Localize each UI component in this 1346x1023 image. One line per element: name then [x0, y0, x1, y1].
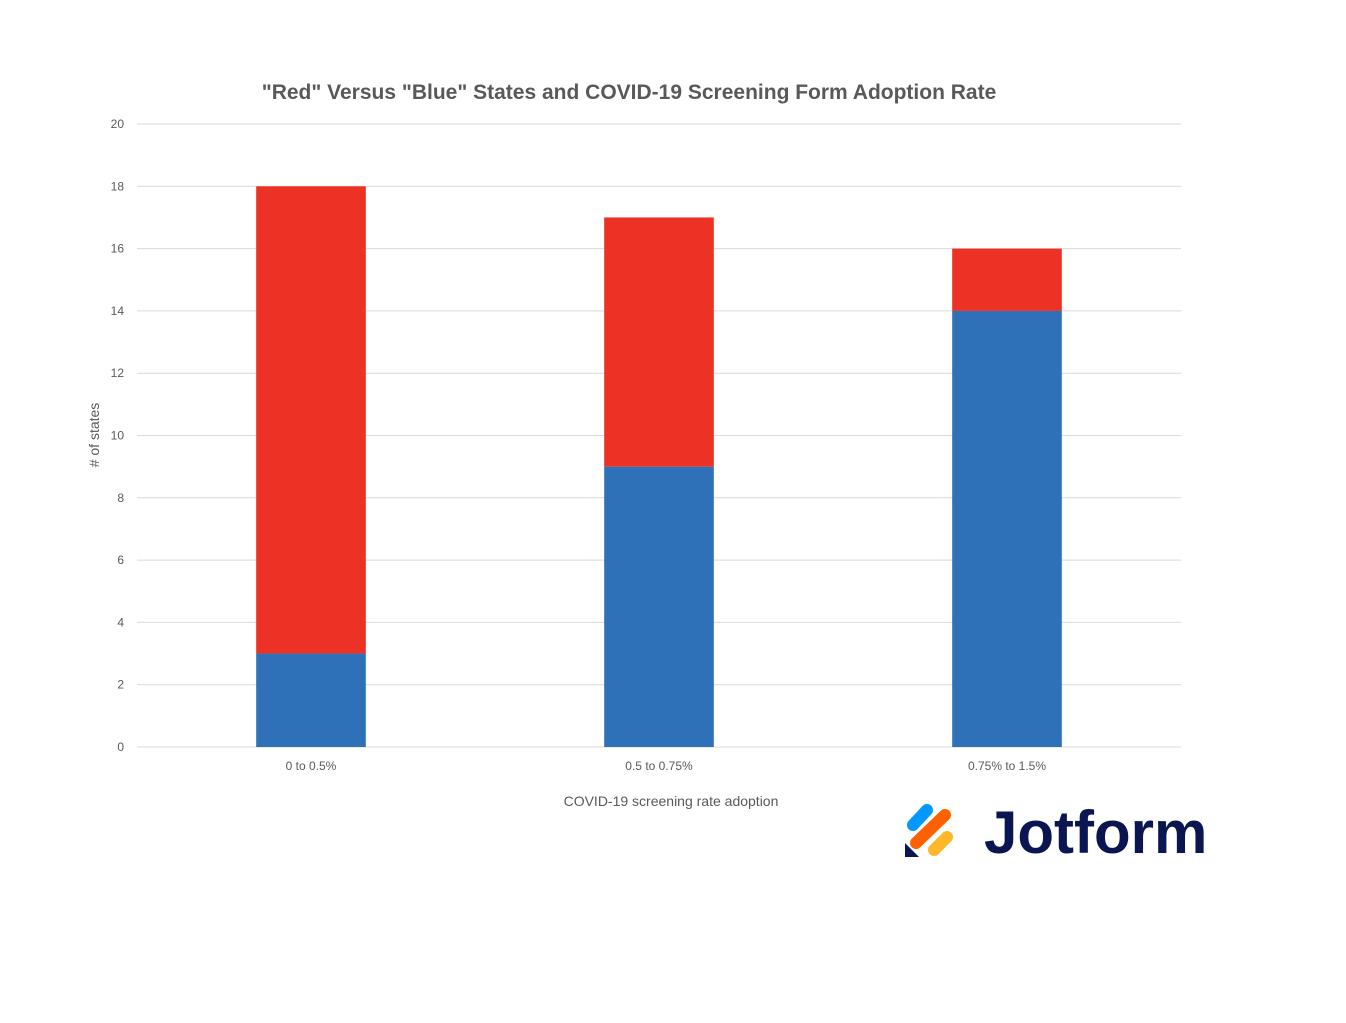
bar-segment-blue	[604, 466, 714, 747]
y-tick-label: 0	[117, 740, 124, 754]
y-tick-label: 6	[117, 553, 124, 567]
y-tick-label: 4	[117, 615, 124, 629]
bar-segment-red	[604, 217, 714, 467]
jotform-wordmark: Jotform	[984, 799, 1207, 866]
y-tick-label: 10	[111, 429, 125, 443]
x-tick-label: 0.75% to 1.5%	[968, 759, 1046, 773]
y-tick-label: 14	[111, 304, 125, 318]
y-tick-label: 16	[111, 242, 125, 256]
bar-segment-red	[256, 186, 366, 654]
y-tick-label: 8	[117, 491, 124, 505]
jotform-logo: Jotform	[905, 799, 1207, 866]
y-axis-ticks: 0 2 4 6 8 10 12 14 16 18 20	[111, 117, 125, 754]
y-tick-label: 12	[111, 366, 125, 380]
y-tick-label: 2	[117, 678, 124, 692]
x-tick-label: 0.5 to 0.75%	[625, 759, 693, 773]
jotform-logo-icon	[905, 804, 953, 857]
bars	[256, 186, 1062, 747]
y-axis-title: # of states	[86, 403, 102, 468]
x-axis-title: COVID-19 screening rate adoption	[564, 793, 779, 809]
bar-segment-blue	[952, 310, 1062, 747]
x-tick-label: 0 to 0.5%	[286, 759, 337, 773]
y-tick-label: 20	[111, 117, 125, 131]
x-axis-ticks: 0 to 0.5% 0.5 to 0.75% 0.75% to 1.5%	[286, 759, 1047, 773]
chart-title: "Red" Versus "Blue" States and COVID-19 …	[262, 81, 997, 104]
bar-segment-red	[952, 248, 1062, 311]
bar-segment-blue	[256, 653, 366, 747]
y-tick-label: 18	[111, 179, 125, 193]
